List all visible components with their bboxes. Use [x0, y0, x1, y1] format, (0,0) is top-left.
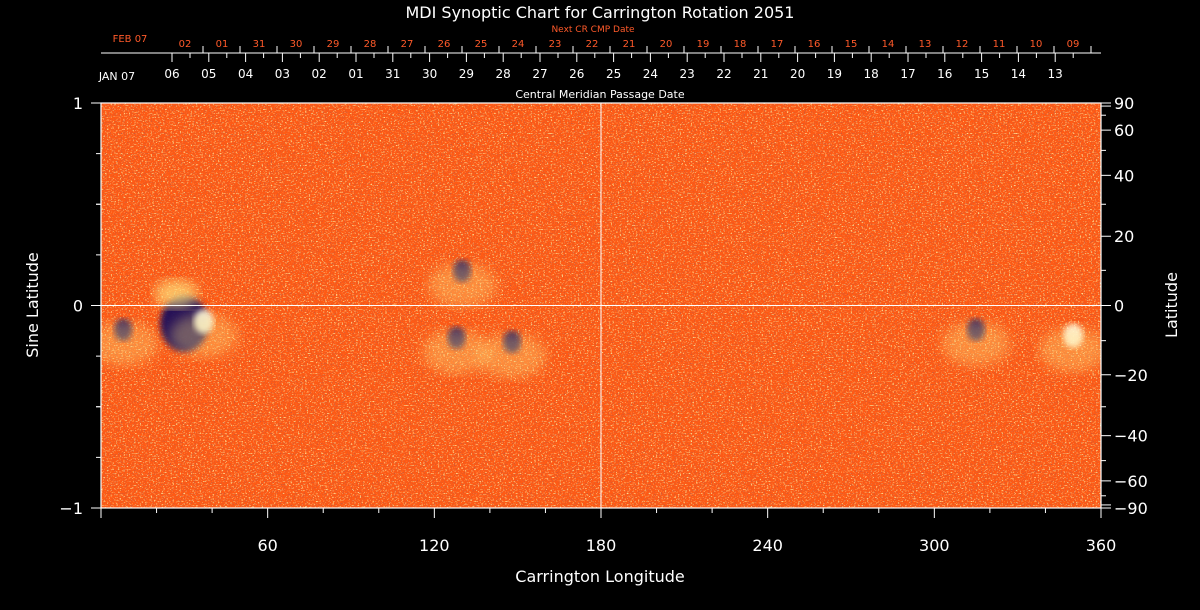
next-cmp-date: 19 [697, 39, 710, 50]
y2-tick-label: 0 [1114, 297, 1124, 316]
next-cmp-date: 20 [660, 39, 673, 50]
next-cmp-date: 31 [253, 39, 266, 50]
y2-tick-label: −20 [1114, 366, 1148, 385]
next-cmp-date: 02 [179, 39, 192, 50]
y2-tick-label: 90 [1114, 94, 1134, 113]
next-cmp-date: 10 [1030, 39, 1043, 50]
y2-tick-label: −60 [1114, 472, 1148, 491]
month-label: JAN 07 [98, 70, 135, 83]
cmp-date: 18 [864, 67, 879, 81]
cmp-date: 23 [680, 67, 695, 81]
x-tick-label: 120 [419, 536, 450, 555]
y2-tick-label: −40 [1114, 427, 1148, 446]
x-tick-label: 180 [586, 536, 617, 555]
y-tick-label: −1 [59, 499, 83, 518]
active-region-plage [154, 279, 199, 308]
next-cmp-date: 13 [919, 39, 932, 50]
next-cmp-date: 12 [956, 39, 969, 50]
y2-axis-label: Latitude [1162, 272, 1181, 338]
active-region-plage [942, 321, 1010, 366]
cmp-date: 27 [532, 67, 547, 81]
next-cmp-date: 21 [623, 39, 636, 50]
cmp-date: 25 [606, 67, 621, 81]
next-cmp-date: 29 [327, 39, 340, 50]
next-cmp-date: 26 [438, 39, 451, 50]
x-tick-label: 240 [752, 536, 783, 555]
active-region-plage [1039, 327, 1101, 372]
x-tick-label: 60 [257, 536, 277, 555]
next-cmp-date: 09 [1067, 39, 1080, 50]
x-axis-label: Carrington Longitude [515, 567, 684, 586]
next-cmp-date: 17 [771, 39, 784, 50]
active-region-plage [478, 333, 547, 378]
cmp-date: 05 [201, 67, 216, 81]
y2-tick-label: −90 [1114, 499, 1148, 518]
cmp-date: 04 [238, 67, 253, 81]
y2-tick-label: 40 [1114, 166, 1134, 185]
next-month-label: FEB 07 [113, 34, 148, 45]
next-cmp-date: 22 [586, 39, 599, 50]
y-axis-label: Sine Latitude [23, 252, 42, 358]
next-cmp-date: 18 [734, 39, 747, 50]
y-axis: 1 0 −1 [59, 94, 101, 518]
y2-tick-label: 20 [1114, 227, 1134, 246]
y-tick-label: 1 [73, 94, 83, 113]
cmp-date: 31 [385, 67, 400, 81]
cmp-date: 17 [900, 67, 915, 81]
next-cmp-date: 23 [549, 39, 562, 50]
next-cmp-date: 16 [808, 39, 821, 50]
cmp-date: 15 [974, 67, 989, 81]
x-axis: 60 120 180 240 300 360 [100, 508, 1117, 555]
next-cmp-date: 25 [475, 39, 488, 50]
cmp-date: 29 [459, 67, 474, 81]
cmp-date: 24 [643, 67, 658, 81]
cmp-date-label: Central Meridian Passage Date [515, 88, 684, 101]
next-cmp-date: 27 [401, 39, 414, 50]
next-cmp-date: 24 [512, 39, 525, 50]
cmp-date: 22 [716, 67, 731, 81]
next-cmp-date: 28 [364, 39, 377, 50]
active-region-plage [101, 321, 158, 366]
top-date-axis: Next CR CMP Date FEB 07 02 01 31 30 29 28 27 26… [98, 25, 1101, 101]
next-cmp-date: 01 [216, 39, 229, 50]
cmp-date: 19 [827, 67, 842, 81]
next-cmp-date: 14 [882, 39, 895, 50]
cmp-date: 06 [164, 67, 179, 81]
next-cmp-date: 11 [993, 39, 1006, 50]
cmp-date: 28 [496, 67, 511, 81]
cmp-date: 20 [790, 67, 805, 81]
cmp-date: 02 [312, 67, 327, 81]
y2-axis: 90 60 40 20 0 −20 −40 −60 −90 [1101, 94, 1148, 518]
active-region-plage [169, 313, 238, 358]
cmp-date: 16 [937, 67, 952, 81]
cmp-date: 21 [753, 67, 768, 81]
cmp-date: 01 [348, 67, 363, 81]
next-cmp-date: 30 [290, 39, 303, 50]
cmp-date: 03 [275, 67, 290, 81]
next-cmp-date: 15 [845, 39, 858, 50]
chart-title: MDI Synoptic Chart for Carrington Rotati… [406, 3, 795, 22]
y2-tick-label: 60 [1114, 121, 1134, 140]
cmp-date: 30 [422, 67, 437, 81]
cmp-date: 26 [569, 67, 584, 81]
active-region-plage [422, 329, 491, 374]
active-region-plage [428, 263, 497, 308]
y-tick-label: 0 [73, 297, 83, 316]
cmp-date: 13 [1048, 67, 1063, 81]
x-tick-label: 300 [919, 536, 950, 555]
x-tick-label: 360 [1086, 536, 1117, 555]
cmp-date: 14 [1011, 67, 1026, 81]
next-cr-cmp-label: Next CR CMP Date [551, 25, 635, 35]
